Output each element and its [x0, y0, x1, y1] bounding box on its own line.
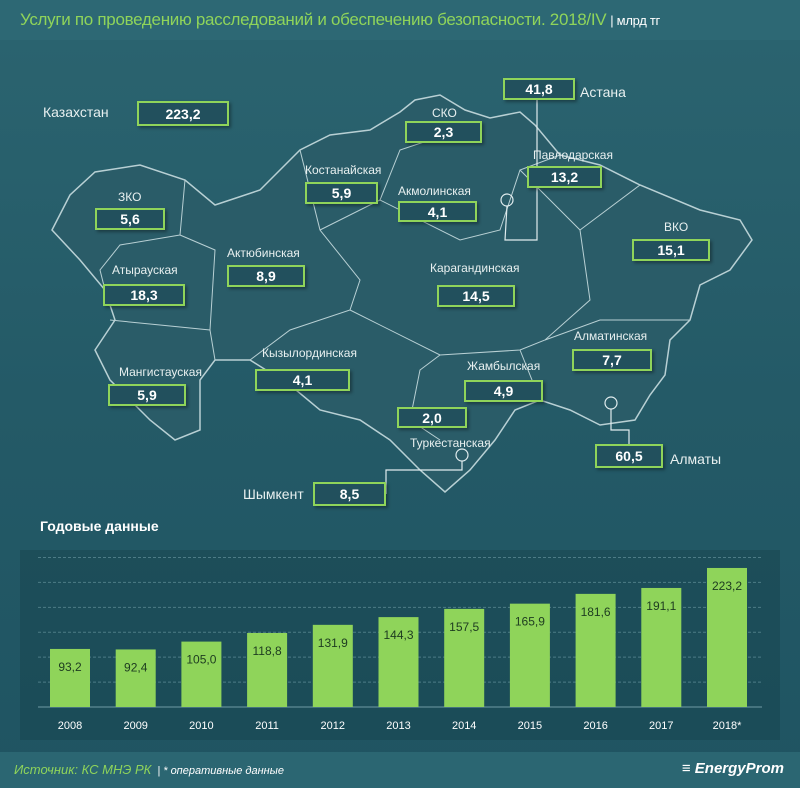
region-name-zko: ЗКО: [118, 190, 142, 204]
header-bar: [0, 0, 800, 40]
value-label: 191,1: [646, 599, 676, 613]
logo-icon: ≡: [681, 760, 691, 777]
region-value-sko: 2,3: [405, 121, 482, 143]
value-label: 105,0: [186, 653, 216, 667]
region-name-shymkent: Шымкент: [243, 486, 304, 502]
value-label: 144,3: [383, 628, 413, 642]
energyprom-logo: ≡ EnergyProm: [682, 760, 784, 777]
category-label: 2008: [58, 720, 82, 732]
bar-2010: [181, 641, 222, 707]
bar-2015: [509, 603, 550, 707]
region-name-zhambyl: Жамбылская: [467, 359, 541, 373]
region-name-atyrau: Атырауская: [112, 263, 178, 277]
region-value-vko: 15,1: [632, 239, 710, 261]
region-name-astana: Астана: [580, 84, 626, 100]
region-borders: [99, 139, 690, 441]
value-label: 131,9: [318, 636, 348, 650]
region-value-astana: 41,8: [503, 78, 575, 100]
region-name-sko: СКО: [432, 106, 457, 120]
region-value-almaty-obl: 7,7: [572, 349, 652, 371]
category-label: 2016: [583, 720, 607, 732]
region-name-pavlodar: Павлодарская: [533, 148, 613, 162]
category-label: 2015: [518, 720, 542, 732]
section-title: Годовые данные: [40, 518, 159, 534]
region-name-almaty-obl: Алматинская: [574, 329, 648, 343]
region-value-shymkent: 8,5: [313, 482, 386, 506]
category-label: 2014: [452, 720, 476, 732]
bar-2008: [50, 648, 90, 707]
region-name-kostanay: Костанайская: [305, 163, 382, 177]
region-name-mangistau: Мангистауская: [119, 365, 202, 379]
bar-2016: [575, 593, 616, 707]
region-value-kyzylorda: 4,1: [255, 369, 350, 391]
region-name-kyzylorda: Кызылординская: [262, 346, 357, 360]
value-label: 118,8: [253, 644, 282, 658]
bar-2014: [444, 608, 485, 707]
bar-chart: 93,2 2008 92,4 2009 105,0 2010 118,8 2011 131,9 2…: [38, 557, 762, 732]
total-label: Казахстан: [43, 104, 109, 120]
region-value-atyrau: 18,3: [103, 284, 185, 306]
region-name-almaty-city: Алматы: [670, 451, 722, 467]
value-label: 157,5: [449, 620, 479, 634]
bar-2013: [378, 617, 419, 707]
value-label: 181,6: [581, 605, 611, 619]
category-label: 2013: [386, 720, 410, 732]
category-label: 2018*: [713, 720, 742, 732]
footer: [0, 752, 800, 788]
unit-label: | млрд тг: [610, 13, 660, 28]
value-label: 165,9: [515, 615, 545, 629]
footnote: | * оперативные данные: [157, 765, 284, 777]
region-name-akmola: Акмолинская: [398, 184, 471, 198]
title-text: Услуги по проведению расследований и обе…: [20, 10, 607, 29]
value-label: 92,4: [124, 660, 148, 674]
bar-2011: [247, 632, 288, 707]
region-value-mangistau: 5,9: [108, 384, 186, 406]
source: Источник: КС МНЭ РК | * оперативные данны…: [14, 762, 284, 777]
logo-text: EnergyProm: [694, 760, 784, 777]
category-label: 2017: [649, 720, 673, 732]
map-outline: [51, 94, 753, 493]
bar-2009: [115, 649, 156, 707]
category-label: 2010: [189, 720, 213, 732]
value-label: 93,2: [58, 660, 82, 674]
region-value-zhambyl: 4,9: [464, 380, 543, 402]
category-label: 2009: [123, 720, 147, 732]
region-value-zko: 5,6: [95, 208, 165, 230]
category-label: 2011: [255, 720, 279, 732]
source-text: Источник: КС МНЭ РК: [14, 762, 152, 777]
region-value-almaty-city: 60,5: [595, 444, 663, 468]
region-name-karaganda: Карагандинская: [430, 261, 520, 275]
total-value: 223,2: [137, 101, 229, 126]
region-value-akmola: 4,1: [398, 201, 477, 222]
bar-2012: [312, 624, 353, 707]
region-value-turkestan: 2,0: [397, 407, 467, 428]
bar-2018*: [707, 567, 747, 707]
page-title: Услуги по проведению расследований и обе…: [20, 10, 660, 30]
region-name-turkestan: Туркестанская: [410, 436, 491, 450]
kazakhstan-map: [51, 94, 753, 494]
region-name-vko: ВКО: [664, 220, 689, 234]
region-value-aktobe: 8,9: [227, 265, 305, 287]
region-value-pavlodar: 13,2: [527, 166, 602, 188]
bar-2017: [641, 587, 682, 707]
region-value-karaganda: 14,5: [437, 285, 515, 307]
value-label: 223,2: [712, 579, 742, 593]
region-name-aktobe: Актюбинская: [227, 246, 300, 260]
category-label: 2012: [321, 720, 345, 732]
region-value-kostanay: 5,9: [305, 182, 378, 204]
